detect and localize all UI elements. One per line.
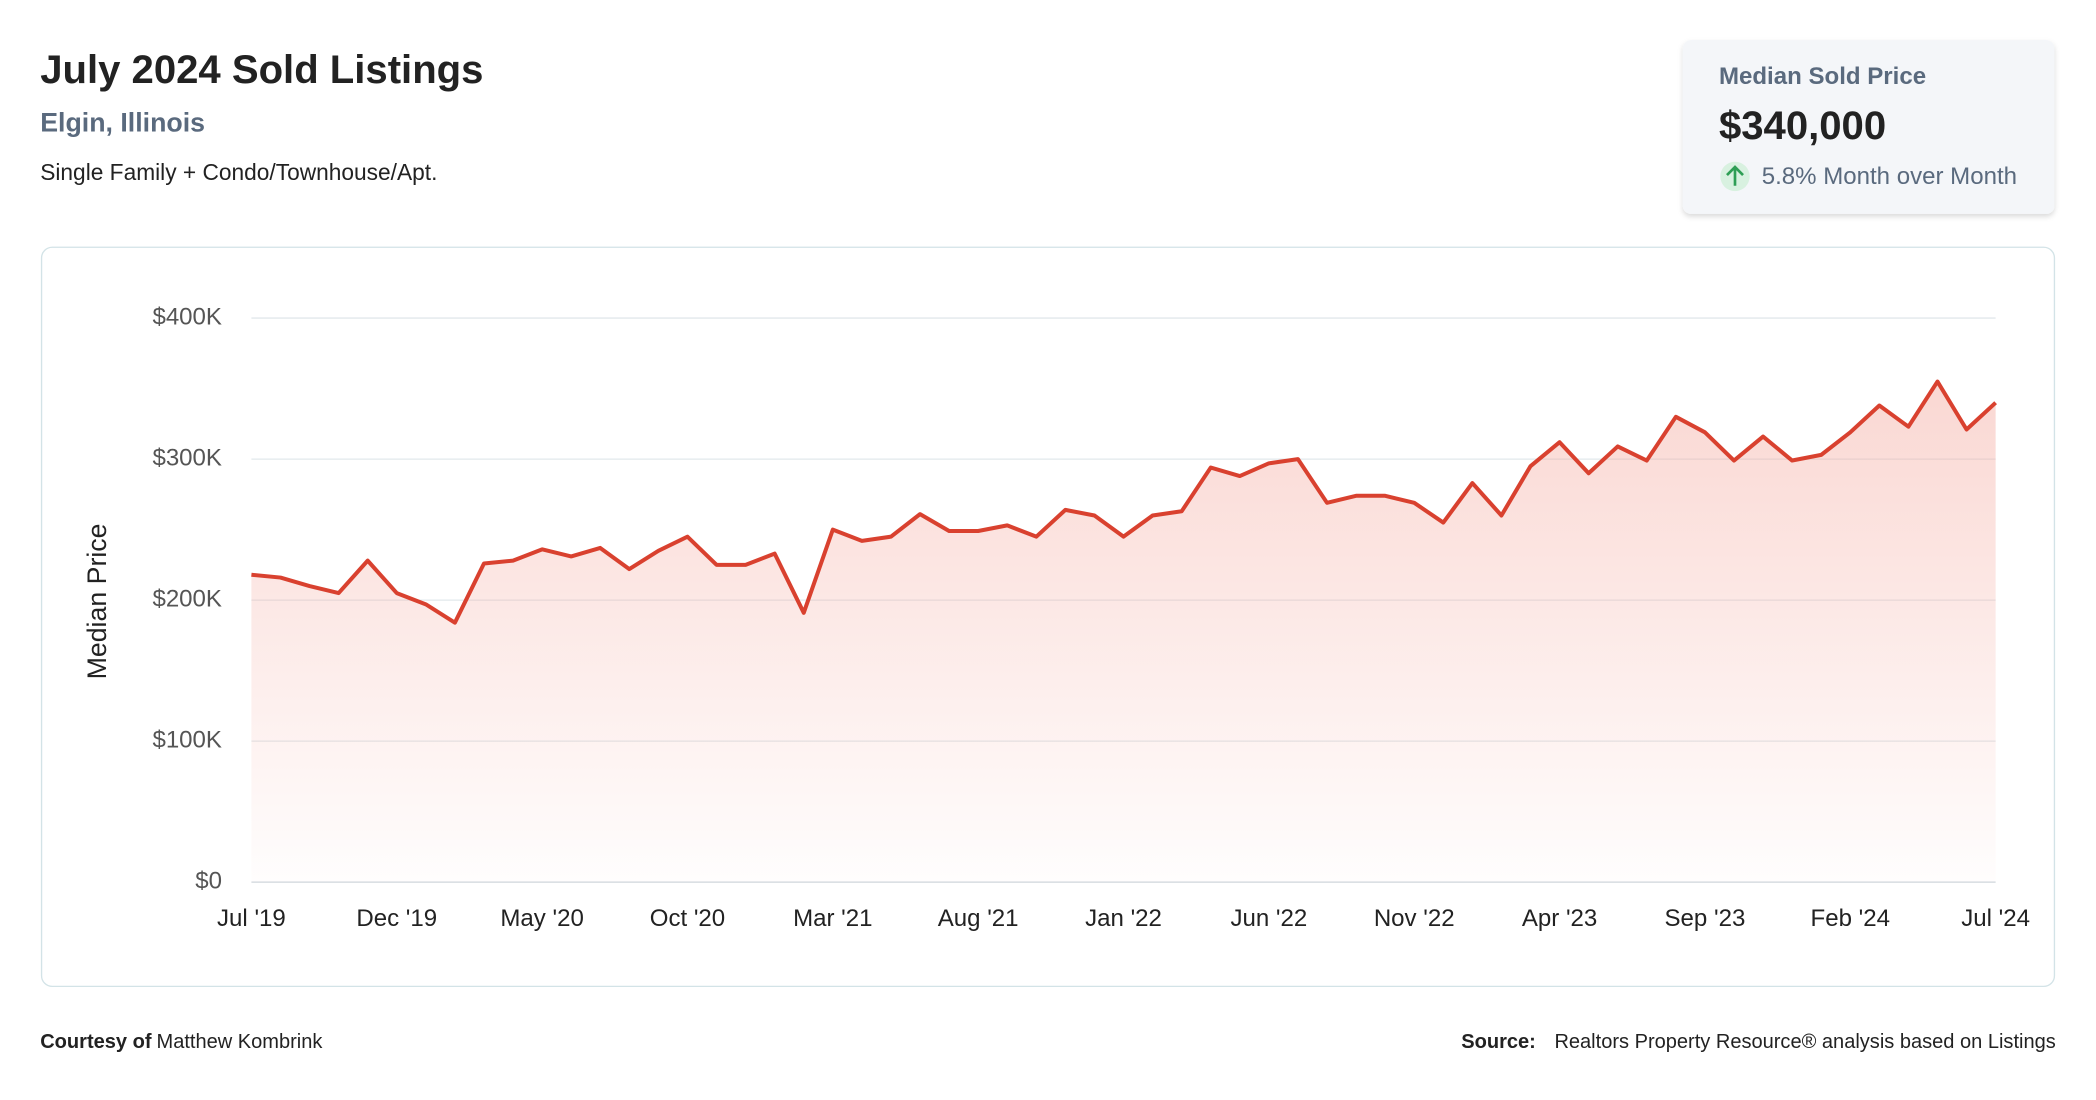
x-tick-label: Jan '22 bbox=[1085, 905, 1162, 932]
x-tick-label: Sep '23 bbox=[1665, 905, 1746, 932]
x-tick-label: Aug '21 bbox=[938, 905, 1019, 932]
title: July 2024 Sold Listings bbox=[40, 48, 483, 92]
x-tick-label: Mar '21 bbox=[793, 905, 872, 932]
up-arrow bbox=[1726, 165, 1744, 186]
x-tick-label: Oct '20 bbox=[650, 905, 725, 932]
kpi-value: $340,000 bbox=[1719, 104, 1886, 148]
x-tick-label: Dec '19 bbox=[356, 905, 437, 932]
kpi-change: 5.8% Month over Month bbox=[1762, 163, 2017, 190]
x-tick-label: Nov '22 bbox=[1374, 905, 1455, 932]
price-line bbox=[251, 379, 1997, 625]
x-tick-label: Apr '23 bbox=[1522, 905, 1597, 932]
y-tick-label: $400K bbox=[152, 303, 222, 330]
source-text: Realtors Property Resource® analysis bas… bbox=[1554, 1031, 2055, 1053]
courtesy-label: Courtesy of bbox=[40, 1031, 152, 1053]
x-tick-label: Feb '24 bbox=[1811, 905, 1890, 932]
kpi-label: Median Sold Price bbox=[1719, 63, 1926, 90]
y-tick-label: $100K bbox=[152, 726, 222, 753]
y-tick-label: $300K bbox=[152, 444, 222, 471]
x-tick-label: Jul '19 bbox=[217, 905, 286, 932]
x-tick-label: May '20 bbox=[500, 905, 583, 932]
area-fill bbox=[251, 381, 1996, 883]
y-tick-label: $0 bbox=[195, 867, 222, 894]
kpi-card bbox=[1682, 40, 2055, 214]
x-tick-label: Jul '24 bbox=[1961, 905, 2030, 932]
location: Elgin, Illinois bbox=[40, 107, 205, 137]
y-axis-label: Median Price bbox=[82, 523, 112, 679]
source-label: Source: bbox=[1461, 1031, 1536, 1053]
y-tick-label: $200K bbox=[152, 585, 222, 612]
x-tick-label: Jun '22 bbox=[1230, 905, 1307, 932]
property-types: Single Family + Condo/Townhouse/Apt. bbox=[40, 159, 437, 185]
courtesy-name: Matthew Kombrink bbox=[157, 1031, 324, 1053]
